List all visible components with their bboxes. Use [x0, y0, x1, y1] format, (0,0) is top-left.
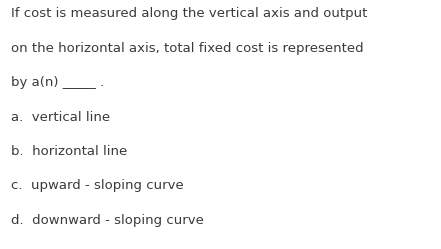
Text: d.  downward - sloping curve: d. downward - sloping curve [11, 214, 204, 227]
Text: If cost is measured along the vertical axis and output: If cost is measured along the vertical a… [11, 7, 367, 20]
Text: c.  upward - sloping curve: c. upward - sloping curve [11, 179, 184, 192]
Text: by a(n) _____ .: by a(n) _____ . [11, 76, 104, 89]
Text: a.  vertical line: a. vertical line [11, 111, 110, 124]
Text: b.  horizontal line: b. horizontal line [11, 145, 127, 158]
Text: on the horizontal axis, total fixed cost is represented: on the horizontal axis, total fixed cost… [11, 42, 364, 55]
